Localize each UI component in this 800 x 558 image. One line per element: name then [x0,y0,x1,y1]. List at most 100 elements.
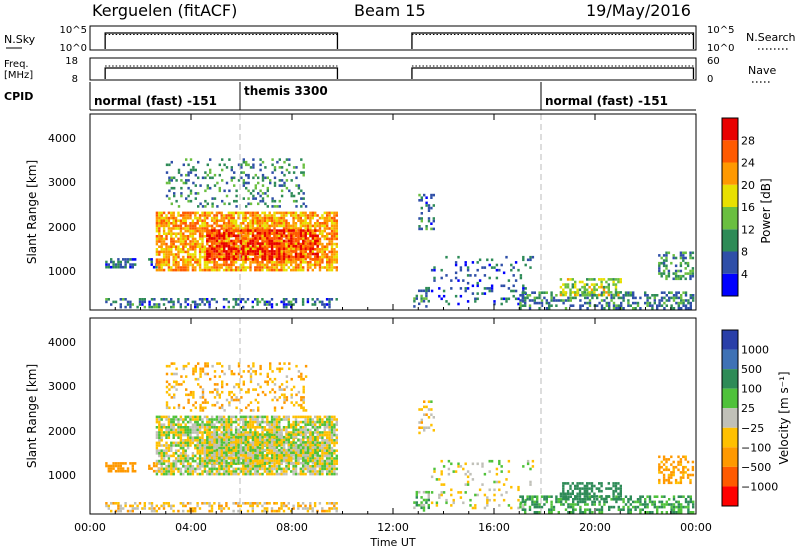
echo-cell-0 [268,303,270,306]
echo-cell-8 [493,300,495,303]
echo-cell-3 [163,431,165,434]
echo-cell-4 [307,253,309,256]
echo-cell-4 [237,258,239,261]
echo-cell-4 [273,444,275,447]
echo-cell-3 [194,243,196,246]
echo-cell-10 [615,289,617,292]
echo-cell-3 [336,442,338,445]
echo-cell-3 [216,418,218,421]
echo-cell-9 [649,302,651,305]
echo-cell-5 [204,190,206,193]
echo-cell-3 [180,251,182,254]
echo-cell-3 [302,222,304,225]
echo-cell-3 [269,225,271,228]
echo-cell-7 [430,228,432,231]
echo-cell-3 [211,269,213,272]
echo-cell-5 [202,205,204,208]
echo-cell-3 [187,225,189,228]
echo-cell-3 [247,470,249,473]
echo-cell-3 [245,468,247,471]
echo-cell-4 [230,459,232,462]
echo-cell-3 [197,418,199,421]
echo-cell-3 [254,462,256,465]
echo-cell-3 [302,421,304,424]
echo-cell-4 [245,245,247,248]
echo-cell-0 [112,502,114,505]
echo-cell-10 [584,294,586,297]
echo-cell-3 [309,219,311,222]
echo-cell-10 [586,294,588,297]
echo-cell-3 [156,251,158,254]
echo-cell-11 [689,252,691,255]
echo-cell-4 [211,459,213,462]
echo-cell-4 [216,454,218,457]
echo-cell-4 [305,232,307,235]
echo-cell-3 [326,222,328,225]
echo-cell-3 [252,261,254,264]
echo-cell-4 [317,253,319,256]
echo-cell-10 [560,291,562,294]
echo-cell-3 [292,470,294,473]
echo-cell-3 [165,219,167,222]
echo-cell-0 [156,306,158,309]
echo-cell-4 [228,452,230,455]
echo-cell-5 [240,171,242,174]
echo-cell-4 [314,454,316,457]
echo-cell-9 [538,291,540,294]
echo-cell-5 [195,169,197,172]
echo-cell-5 [190,169,192,172]
echo-cell-3 [297,462,299,465]
echo-cell-4 [223,242,225,245]
echo-cell-0 [172,303,174,306]
echo-cell-0 [290,301,292,304]
echo-cell-3 [197,457,199,460]
echo-cell-3 [194,426,196,429]
echo-cell-3 [261,264,263,267]
echo-cell-3 [199,426,201,429]
echo-cell-4 [209,255,211,258]
echo-cell-3 [180,436,182,439]
echo-cell-3 [278,423,280,426]
echo-cell-4 [223,433,225,436]
echo-cell-4 [271,250,273,253]
echo-cell-4 [209,441,211,444]
echo-cell-3 [257,457,259,460]
echo-cell-3 [266,439,268,442]
echo-cell-0 [288,502,290,505]
echo-cell-4 [218,232,220,235]
echo-cell-3 [187,212,189,215]
echo-cell-3 [312,421,314,424]
echo-cell-3 [331,219,333,222]
echo-cell-0 [307,510,309,513]
echo-cell-3 [273,225,275,228]
echo-cell-3 [319,473,321,476]
echo-cell-0 [302,502,304,505]
echo-cell-3 [163,219,165,222]
echo-cell-4 [225,441,227,444]
echo-cell-3 [165,470,167,473]
echo-cell-4 [288,449,290,452]
echo-cell-3 [189,240,191,243]
echo-cell-5 [166,164,168,167]
echo-cell-6 [423,290,425,293]
echo-cell-3 [307,421,309,424]
echo-cell-0 [336,507,338,510]
echo-cell-3 [333,238,335,241]
echo-cell-9 [668,297,670,300]
echo-cell-3 [326,426,328,429]
echo-cell-3 [175,227,177,230]
echo-cell-3 [304,222,306,225]
echo-cell-1 [105,261,107,264]
echo-cell-3 [223,214,225,217]
echo-cell-2 [153,465,155,468]
echo-cell-3 [201,269,203,272]
echo-cell-5 [245,205,247,208]
echo-cell-0 [242,298,244,301]
echo-cell-5 [303,164,305,167]
echo-cell-3 [336,212,338,215]
echo-cell-0 [192,507,194,510]
echo-cell-2 [153,462,155,465]
echo-cell-3 [201,423,203,426]
echo-cell-11 [673,278,675,281]
echo-cell-4 [259,436,261,439]
